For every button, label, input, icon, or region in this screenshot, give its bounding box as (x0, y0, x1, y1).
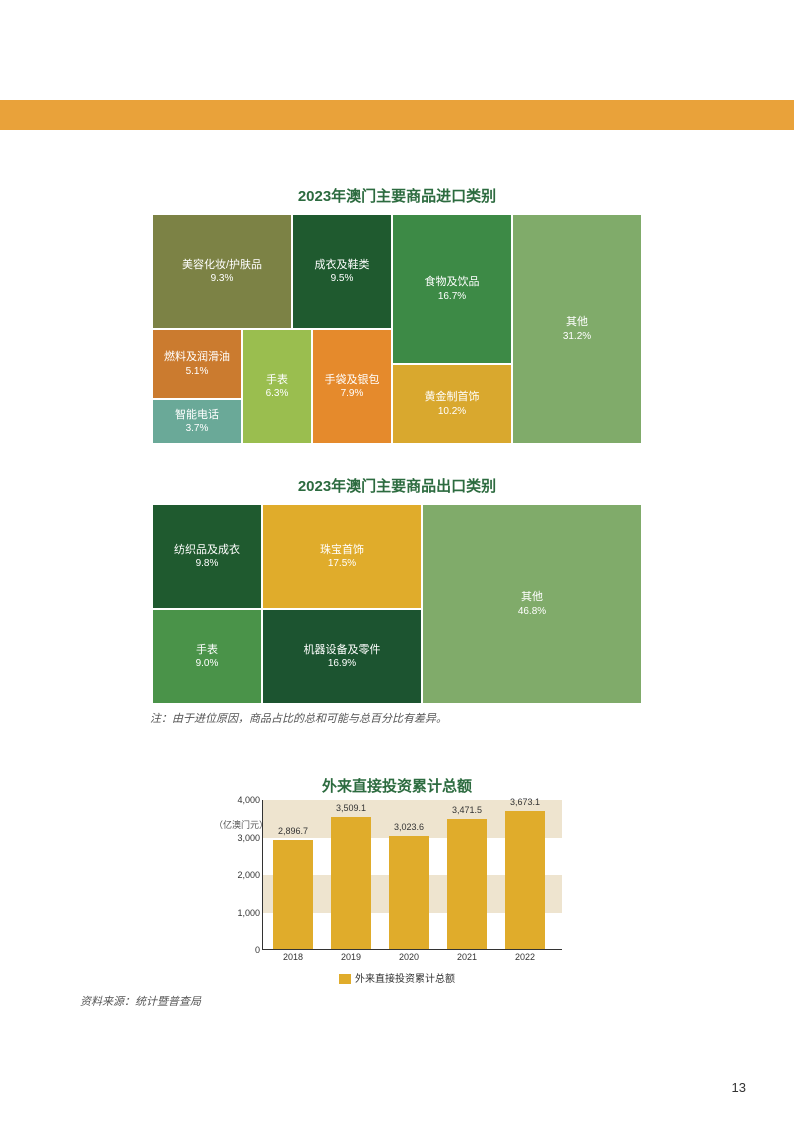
fdi-plot-area: 01,0002,0003,0004,0002,896.720183,509.12… (262, 800, 562, 950)
treemap-cell: 珠宝首饰17.5% (262, 504, 422, 609)
bar: 3,509.1 (331, 817, 371, 949)
header-bar (0, 100, 794, 130)
exports-title: 2023年澳门主要商品出口类别 (0, 475, 794, 496)
y-tick: 1,000 (230, 908, 260, 918)
x-tick: 2021 (447, 952, 487, 962)
treemap-cell: 手表9.0% (152, 609, 262, 704)
x-tick: 2019 (331, 952, 371, 962)
exports-section: 2023年澳门主要商品出口类别 纺织品及成衣9.8%珠宝首饰17.5%手表9.0… (0, 475, 794, 726)
legend-swatch (339, 974, 351, 984)
treemap-cell: 手袋及银包7.9% (312, 329, 392, 444)
treemap-cell: 美容化妆/护肤品9.3% (152, 214, 292, 329)
treemap-cell: 黄金制首饰10.2% (392, 364, 512, 444)
treemap-cell: 成衣及鞋类9.5% (292, 214, 392, 329)
bar-value-label: 2,896.7 (278, 826, 308, 836)
fdi-title: 外来直接投资累计总额 (232, 775, 562, 796)
treemap-cell: 其他31.2% (512, 214, 642, 444)
treemap-cell: 机器设备及零件16.9% (262, 609, 422, 704)
rounding-note: 注：由于进位原因，商品占比的总和可能与总百分比有差异。 (150, 710, 794, 726)
bar: 2,896.7 (273, 840, 313, 949)
x-tick: 2022 (505, 952, 545, 962)
bar-value-label: 3,673.1 (510, 797, 540, 807)
y-tick: 3,000 (230, 833, 260, 843)
treemap-cell: 食物及饮品16.7% (392, 214, 512, 364)
y-tick: 0 (230, 945, 260, 955)
imports-title: 2023年澳门主要商品进口类别 (0, 185, 794, 206)
page-number: 13 (732, 1080, 746, 1095)
bar-value-label: 3,471.5 (452, 805, 482, 815)
fdi-section: 外来直接投资累计总额 （亿澳门元） 01,0002,0003,0004,0002… (0, 775, 794, 1009)
bar-value-label: 3,509.1 (336, 803, 366, 813)
treemap-cell: 智能电话3.7% (152, 399, 242, 444)
bar: 3,471.5 (447, 819, 487, 949)
imports-section: 2023年澳门主要商品进口类别 美容化妆/护肤品9.3%成衣及鞋类9.5%食物及… (0, 185, 794, 444)
bar-value-label: 3,023.6 (394, 822, 424, 832)
data-source: 资料来源：统计暨普查局 (80, 993, 794, 1009)
treemap-cell: 手表6.3% (242, 329, 312, 444)
x-tick: 2020 (389, 952, 429, 962)
imports-treemap: 美容化妆/护肤品9.3%成衣及鞋类9.5%食物及饮品16.7%其他31.2% 燃料… (152, 214, 642, 444)
bar: 3,023.6 (389, 836, 429, 949)
treemap-cell: 燃料及润滑油5.1% (152, 329, 242, 399)
fdi-chart: 外来直接投资累计总额 （亿澳门元） 01,0002,0003,0004,0002… (232, 775, 562, 985)
y-tick: 2,000 (230, 870, 260, 880)
legend-label: 外来直接投资累计总额 (355, 974, 455, 985)
treemap-cell: 纺织品及成衣9.8% (152, 504, 262, 609)
treemap-cell: 其他46.8% (422, 504, 642, 704)
fdi-legend: 外来直接投资累计总额 (232, 970, 562, 985)
bar: 3,673.1 (505, 811, 545, 949)
exports-treemap: 纺织品及成衣9.8%珠宝首饰17.5%手表9.0%机器设备及零件16.9%其他4… (152, 504, 642, 704)
x-tick: 2018 (273, 952, 313, 962)
y-tick: 4,000 (230, 795, 260, 805)
y-axis-unit: （亿澳门元） (214, 818, 268, 831)
